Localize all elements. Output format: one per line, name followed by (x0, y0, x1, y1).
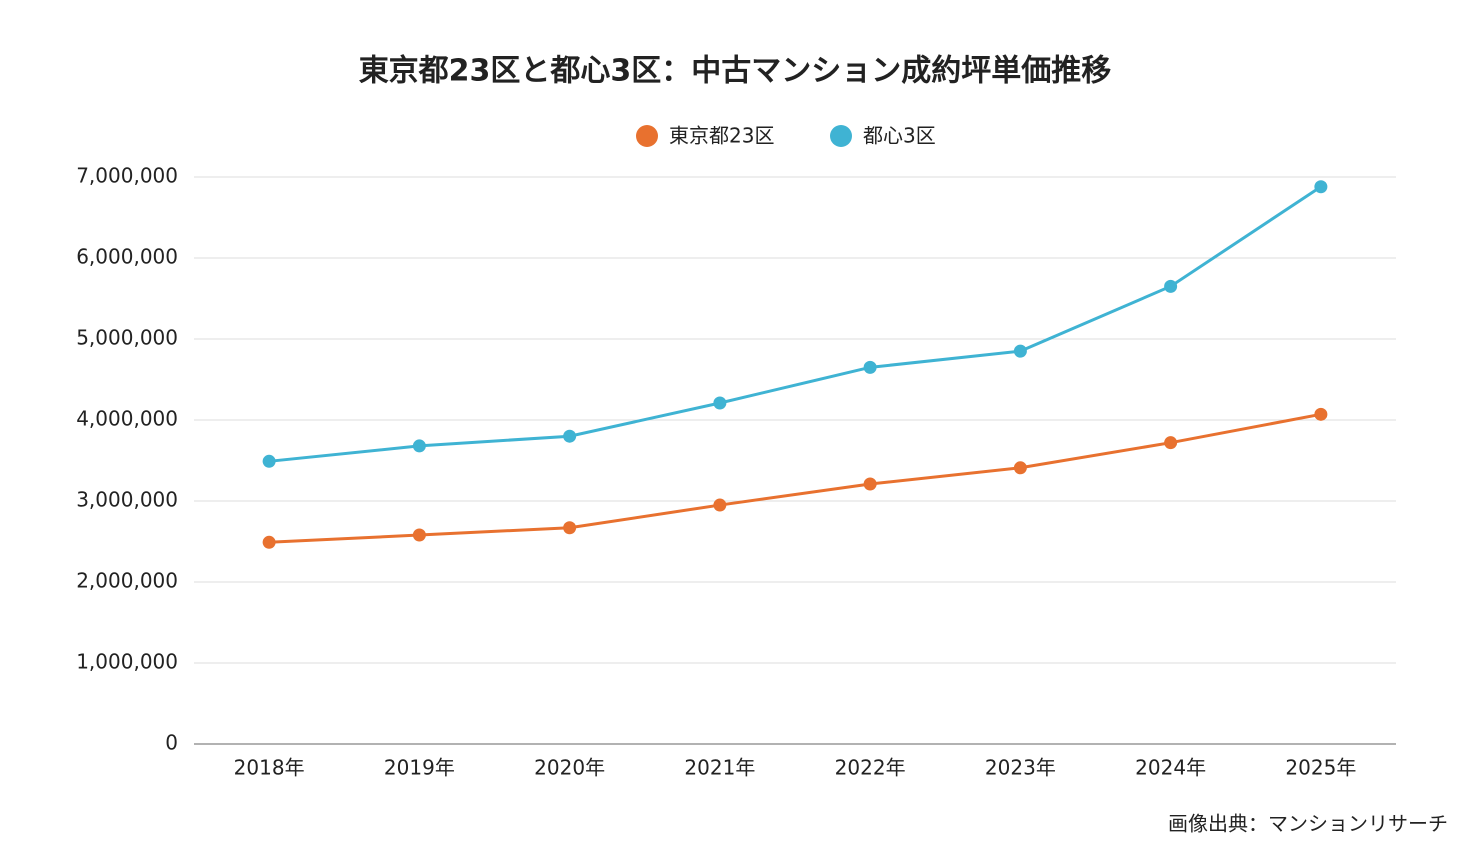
data-point (1013, 344, 1027, 358)
x-tick-label: 2020年 (534, 756, 605, 780)
y-tick-label: 3,000,000 (76, 488, 178, 512)
data-point (1164, 436, 1178, 450)
legend-marker (830, 125, 852, 147)
source-note: 画像出典：マンションリサーチ (1168, 812, 1448, 836)
y-tick-label: 1,000,000 (76, 650, 178, 674)
data-point (863, 360, 877, 374)
y-tick-label: 4,000,000 (76, 407, 178, 431)
data-point (563, 429, 577, 443)
data-point (1314, 180, 1328, 194)
x-tick-label: 2019年 (384, 756, 455, 780)
data-point (1314, 407, 1328, 421)
data-point (863, 477, 877, 491)
legend-label: 東京都23区 (669, 124, 774, 148)
legend-label: 都心3区 (863, 124, 936, 148)
x-tick-label: 2021年 (684, 756, 755, 780)
data-point (1164, 279, 1178, 293)
data-point (713, 396, 727, 410)
x-tick-label: 2025年 (1285, 756, 1356, 780)
data-point (1013, 461, 1027, 475)
series-line (268, 185, 1322, 463)
x-tick-label: 2023年 (985, 756, 1056, 780)
data-point (412, 528, 426, 542)
x-tick-label: 2018年 (234, 756, 305, 780)
data-point (262, 454, 276, 468)
legend-marker (636, 125, 658, 147)
y-tick-label: 5,000,000 (76, 326, 178, 350)
data-point (262, 535, 276, 549)
series-line (269, 412, 1322, 544)
y-tick-label: 0 (165, 731, 178, 755)
y-tick-label: 7,000,000 (76, 164, 178, 188)
x-tick-label: 2022年 (835, 756, 906, 780)
data-point (713, 498, 727, 512)
data-point (563, 521, 577, 535)
y-tick-label: 6,000,000 (76, 245, 178, 269)
x-tick-label: 2024年 (1135, 756, 1206, 780)
y-tick-label: 2,000,000 (76, 569, 178, 593)
chart-title: 東京都23区と都心3区：中古マンション成約坪単価推移 (359, 54, 1112, 89)
data-point (412, 439, 426, 453)
